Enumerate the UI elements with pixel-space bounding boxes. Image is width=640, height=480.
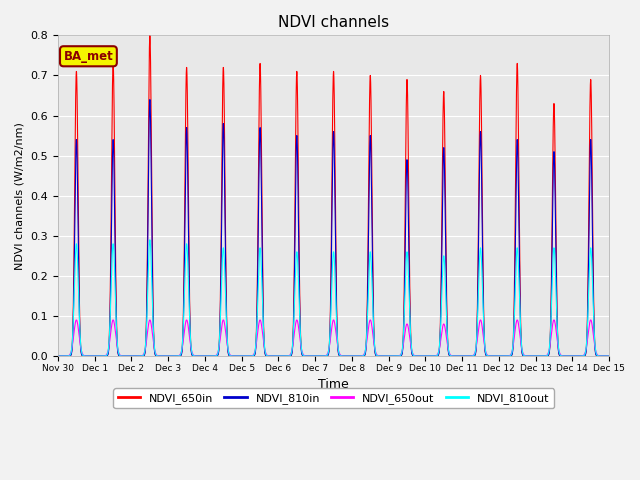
Line: NDVI_810out: NDVI_810out xyxy=(58,240,609,356)
Y-axis label: NDVI channels (W/m2/nm): NDVI channels (W/m2/nm) xyxy=(15,122,25,270)
NDVI_810in xyxy=(605,353,613,359)
NDVI_650out xyxy=(324,351,332,357)
NDVI_650out xyxy=(54,353,62,359)
NDVI_810in xyxy=(163,353,170,359)
NDVI_650in xyxy=(77,346,84,351)
NDVI_810in xyxy=(57,353,65,359)
X-axis label: Time: Time xyxy=(318,378,349,391)
NDVI_810out xyxy=(605,353,613,359)
NDVI_810in xyxy=(87,353,95,359)
NDVI_650in xyxy=(57,353,65,359)
NDVI_650in xyxy=(146,33,154,38)
NDVI_810in xyxy=(54,353,62,359)
NDVI_810out xyxy=(87,353,95,359)
NDVI_810out xyxy=(146,237,154,243)
NDVI_650in xyxy=(324,353,332,359)
NDVI_810out xyxy=(576,353,584,359)
NDVI_810out xyxy=(57,353,65,359)
NDVI_650out xyxy=(576,353,584,359)
NDVI_650out xyxy=(109,317,117,323)
NDVI_650out xyxy=(87,353,95,359)
NDVI_810out xyxy=(163,353,170,359)
Line: NDVI_650in: NDVI_650in xyxy=(58,36,609,356)
NDVI_810in xyxy=(77,348,84,353)
NDVI_650out xyxy=(163,353,170,359)
Legend: NDVI_650in, NDVI_810in, NDVI_650out, NDVI_810out: NDVI_650in, NDVI_810in, NDVI_650out, NDV… xyxy=(113,388,554,408)
NDVI_650in xyxy=(54,353,62,359)
NDVI_810out xyxy=(77,343,84,349)
Text: BA_met: BA_met xyxy=(63,50,113,63)
Line: NDVI_810in: NDVI_810in xyxy=(58,99,609,356)
Title: NDVI channels: NDVI channels xyxy=(278,15,389,30)
NDVI_650in xyxy=(163,353,170,359)
NDVI_810in xyxy=(146,96,154,102)
Line: NDVI_650out: NDVI_650out xyxy=(58,320,609,356)
NDVI_650in xyxy=(87,353,95,359)
NDVI_810in xyxy=(576,353,584,359)
NDVI_650out xyxy=(57,353,65,359)
NDVI_650in xyxy=(605,353,613,359)
NDVI_650in xyxy=(576,353,584,359)
NDVI_810out xyxy=(54,353,62,359)
NDVI_810in xyxy=(324,353,332,359)
NDVI_650out xyxy=(77,345,84,351)
NDVI_650out xyxy=(605,353,613,359)
NDVI_810out xyxy=(324,352,332,358)
